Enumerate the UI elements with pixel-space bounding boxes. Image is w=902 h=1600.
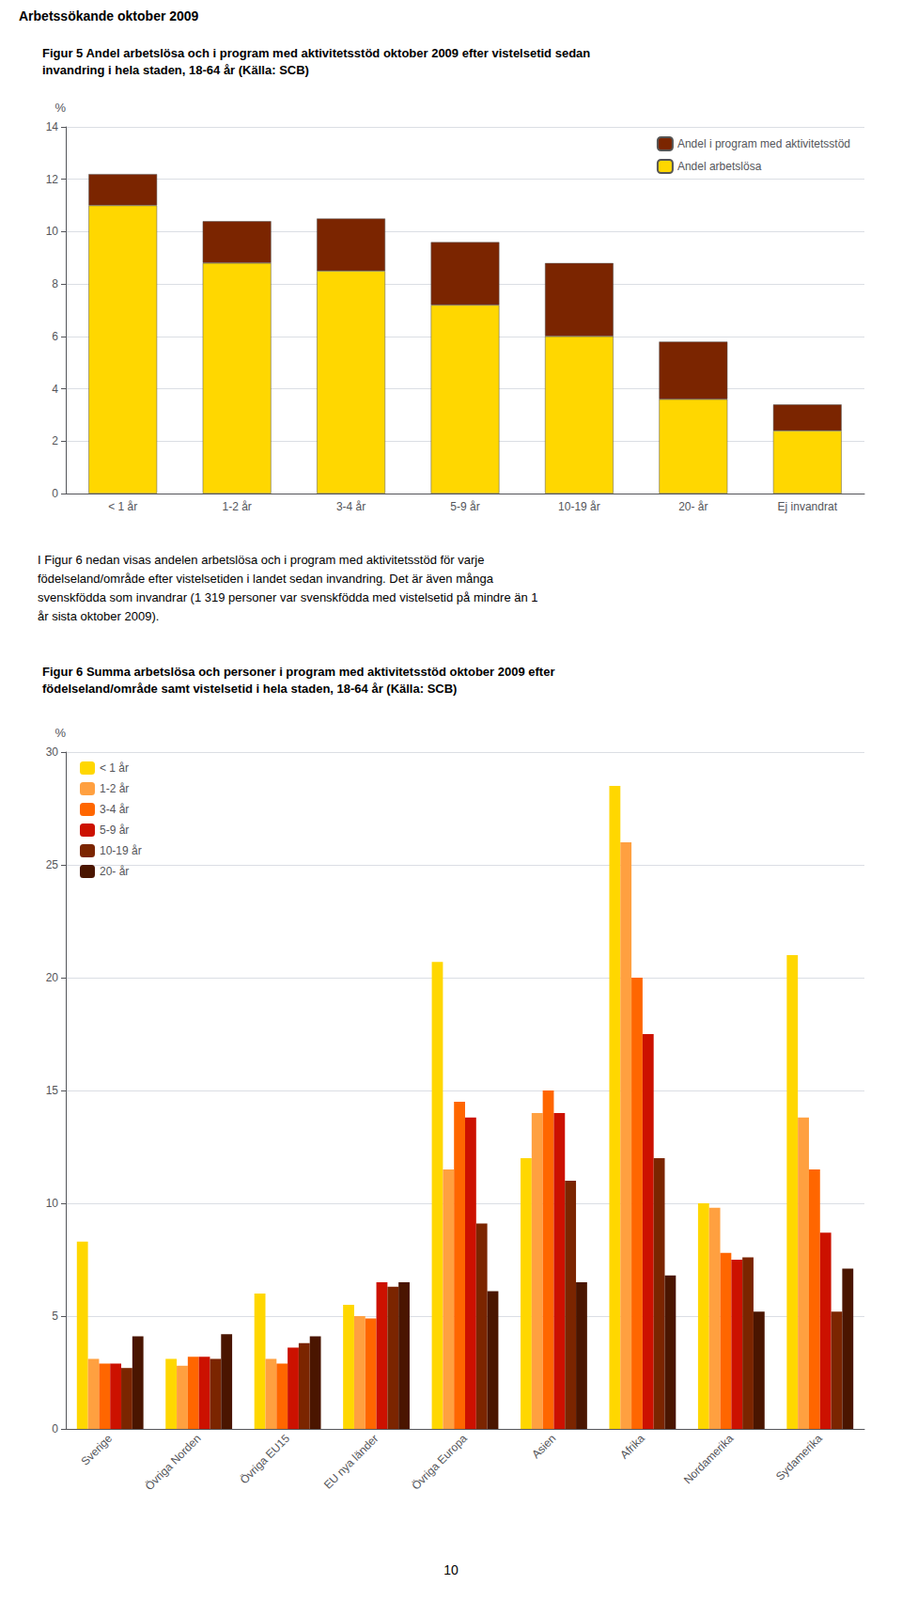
- svg-text:födelseland/område efter viste: födelseland/område efter vistelsetiden i…: [37, 571, 495, 586]
- svg-text:%: %: [54, 100, 66, 115]
- svg-text:Sverige: Sverige: [78, 1430, 116, 1468]
- svg-text:1-2 år: 1-2 år: [99, 781, 129, 795]
- svg-text:Övriga Norden: Övriga Norden: [142, 1430, 204, 1493]
- svg-text:< 1 år: < 1 år: [108, 499, 138, 514]
- svg-text:0: 0: [51, 1421, 59, 1435]
- svg-text:< 1 år: < 1 år: [99, 761, 129, 775]
- svg-text:I Figur 6 nedan visas andelen: I Figur 6 nedan visas andelen arbetslösa…: [37, 552, 484, 567]
- svg-text:12: 12: [46, 172, 60, 187]
- svg-text:3-4 år: 3-4 år: [336, 499, 366, 514]
- svg-text:Nordamerika: Nordamerika: [681, 1430, 737, 1487]
- svg-text:10: 10: [443, 1561, 459, 1577]
- svg-text:Figur 6 Summa arbetslösa och p: Figur 6 Summa arbetslösa och personer i …: [42, 664, 555, 679]
- svg-text:4: 4: [51, 382, 59, 396]
- svg-text:10-19 år: 10-19 år: [99, 843, 142, 857]
- svg-text:födelseland/område samt vistel: födelseland/område samt vistelsetid i he…: [42, 681, 457, 696]
- svg-text:15: 15: [46, 1083, 60, 1097]
- svg-text:6: 6: [51, 329, 59, 343]
- svg-text:Andel i program med aktivitets: Andel i program med aktivitetsstöd: [677, 137, 851, 151]
- svg-text:14: 14: [46, 120, 60, 134]
- svg-text:2: 2: [51, 434, 59, 448]
- svg-text:Arbetssökande oktober 2009: Arbetssökande oktober 2009: [18, 8, 200, 24]
- svg-text:10-19 år: 10-19 år: [558, 499, 601, 514]
- svg-text:20: 20: [46, 970, 60, 984]
- svg-text:svenskfödda som invandrar (1 3: svenskfödda som invandrar (1 319 persone…: [37, 590, 539, 605]
- svg-text:EU nya länder: EU nya länder: [321, 1430, 382, 1492]
- svg-text:Asien: Asien: [528, 1430, 559, 1461]
- svg-text:invandring i hela staden, 18-6: invandring i hela staden, 18-64 år (Käll…: [42, 62, 310, 78]
- svg-text:8: 8: [51, 277, 59, 291]
- svg-text:0: 0: [51, 486, 59, 500]
- svg-text:Sydamerika: Sydamerika: [773, 1430, 825, 1483]
- svg-text:1-2 år: 1-2 år: [221, 499, 251, 514]
- svg-text:Övriga EU15: Övriga EU15: [237, 1430, 294, 1487]
- svg-text:Andel arbetslösa: Andel arbetslösa: [677, 159, 763, 173]
- svg-text:5-9 år: 5-9 år: [99, 823, 129, 837]
- svg-text:Afrika: Afrika: [617, 1430, 648, 1462]
- svg-text:5: 5: [51, 1308, 59, 1322]
- svg-text:20- år: 20- år: [99, 864, 129, 878]
- svg-text:25: 25: [46, 857, 60, 871]
- svg-text:år sista oktober 2009).: år sista oktober 2009).: [37, 608, 159, 623]
- svg-text:Ej invandrat: Ej invandrat: [777, 499, 839, 514]
- svg-text:%: %: [54, 725, 66, 740]
- svg-text:5-9 år: 5-9 år: [450, 499, 480, 514]
- svg-text:3-4 år: 3-4 år: [99, 802, 129, 816]
- svg-text:10: 10: [46, 1196, 60, 1210]
- svg-text:20- år: 20- år: [678, 499, 708, 514]
- svg-text:30: 30: [46, 745, 60, 759]
- svg-text:Figur 5 Andel arbetslösa och i: Figur 5 Andel arbetslösa och i program m…: [42, 46, 591, 61]
- svg-text:Övriga Europa: Övriga Europa: [408, 1430, 470, 1493]
- svg-text:10: 10: [46, 224, 60, 238]
